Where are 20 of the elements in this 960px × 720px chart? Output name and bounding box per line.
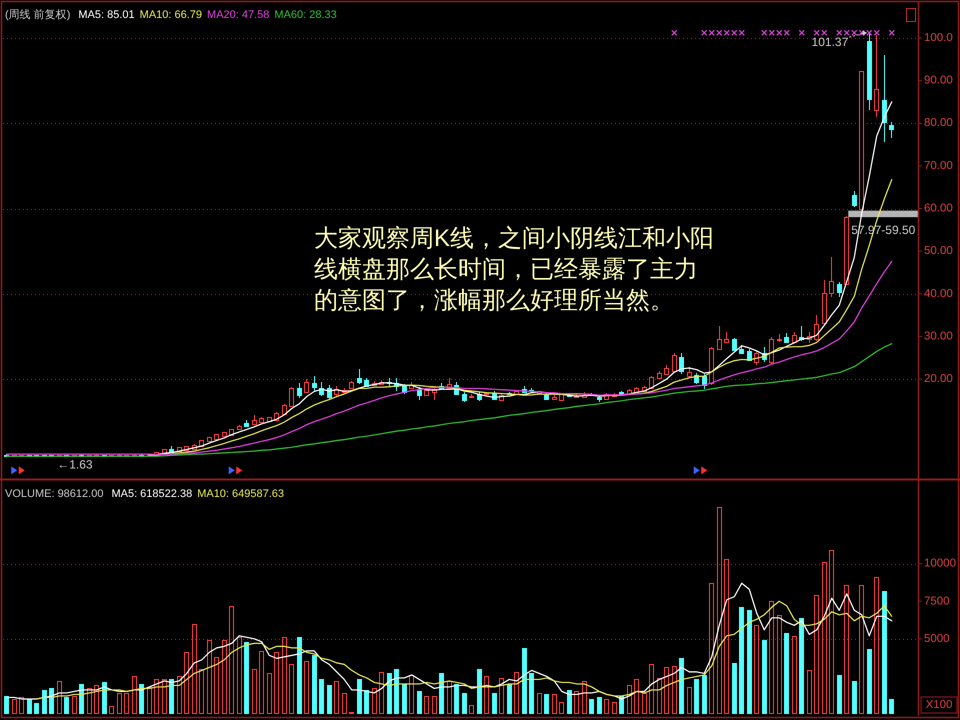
legend: MA5: 85.01 MA10: 66.79 MA20: 47.58 MA60: 28.33 (78, 9, 337, 21)
y-tick-label: 60.00 (924, 202, 953, 215)
y-tick-label: 30.00 (924, 330, 953, 342)
y-tick-label: 50.00 (924, 245, 953, 258)
y-tick-label: 10000 (924, 558, 956, 570)
y-tick-label: 20.00 (924, 373, 953, 386)
annotation: ←1.63 (57, 457, 93, 472)
text: VOLUME: 98612.00 (5, 488, 104, 500)
y-tick-label: 7500 (924, 595, 950, 608)
annotation: 101.37 (812, 35, 849, 50)
y-tick-label: 90.00 (924, 74, 953, 87)
y-tick-label: 100.0 (924, 32, 953, 44)
y-tick-label: 70.00 (924, 160, 953, 172)
y-tick-label: 80.00 (924, 117, 953, 130)
y-tick-label: 40.00 (924, 288, 953, 300)
y-tick-label: 5000 (924, 632, 950, 645)
y-axis-title: X100 (926, 699, 952, 711)
legend: MA5: 618522.38 MA10: 649587.63 (111, 488, 284, 500)
annotation: 大家观察周K线，之间小阴线江和小阳线横盘那么长时间，已经暴露了主力的意图了，涨幅那么好理所当然。 (314, 225, 714, 314)
text: (周线 前复权) (5, 8, 70, 21)
